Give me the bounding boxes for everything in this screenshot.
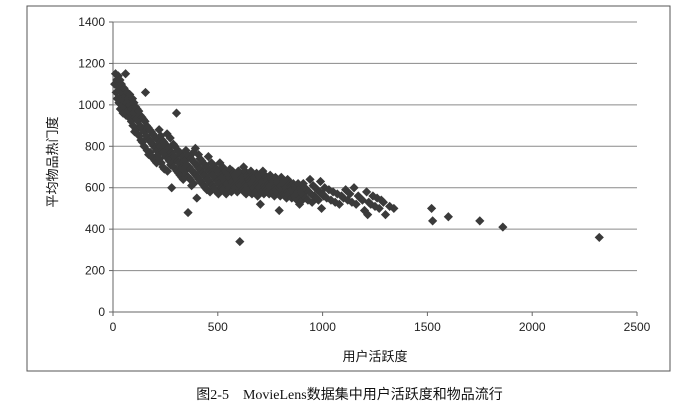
data-point-44 <box>133 116 143 127</box>
data-point-415 <box>443 212 453 222</box>
chart-border <box>26 5 671 372</box>
data-point-272 <box>253 191 263 201</box>
data-point-31 <box>126 116 137 127</box>
data-point-387 <box>334 199 344 209</box>
y-tick-label-0: 0 <box>98 305 105 319</box>
data-point-58 <box>140 87 151 98</box>
data-point-386 <box>332 189 342 199</box>
y-tick-label-6: 1200 <box>78 56 105 70</box>
data-point-413 <box>426 203 437 214</box>
y-tick-label-5: 1000 <box>78 98 105 112</box>
data-point-407 <box>374 203 384 214</box>
data-point-384 <box>328 187 338 197</box>
data-point-395 <box>351 199 361 209</box>
data-point-412 <box>389 203 399 214</box>
data-point-327 <box>281 193 292 203</box>
data-point-401 <box>363 210 373 220</box>
data-points <box>110 69 604 247</box>
data-point-19 <box>120 91 130 102</box>
x-axis-title: 用户活跃度 <box>342 349 407 365</box>
data-point-304 <box>269 191 279 201</box>
data-point-10 <box>115 104 125 114</box>
x-tick-labels: 0 500 1000 1500 2000 2500 <box>110 320 651 334</box>
data-point-418 <box>594 232 604 243</box>
data-point-2 <box>111 87 121 98</box>
y-tick-label-2: 400 <box>85 222 105 236</box>
data-point-364 <box>303 195 313 205</box>
data-point-417 <box>498 222 508 232</box>
data-point-414 <box>428 216 438 226</box>
data-point-277 <box>255 199 265 209</box>
x-tick-label-2: 1000 <box>309 320 336 334</box>
data-point-294 <box>264 189 274 199</box>
data-point-376 <box>315 176 326 187</box>
data-point-238 <box>235 236 245 247</box>
data-point-359 <box>298 178 308 189</box>
data-point-105 <box>165 133 175 143</box>
data-point-394 <box>349 183 359 193</box>
data-point-377 <box>316 203 327 214</box>
x-tick-label-5: 2500 <box>624 320 651 334</box>
y-axis-title: 平均物品热门度 <box>45 116 61 207</box>
x-tick-label-4: 2000 <box>519 320 546 334</box>
data-point-178 <box>203 152 213 162</box>
data-point-303 <box>269 178 279 189</box>
data-point-367 <box>306 189 316 199</box>
data-point-284 <box>259 189 269 199</box>
plot-area: 0 200 400 600 800 1000 1200 1400 0 500 1000 1500 20… <box>78 15 650 334</box>
data-point-385 <box>330 197 340 207</box>
data-point-393 <box>347 197 357 207</box>
y-tick-labels: 0 200 400 600 800 1000 1200 1400 <box>78 15 105 319</box>
data-point-20 <box>120 69 131 79</box>
data-point-400 <box>362 187 372 197</box>
data-point-100 <box>162 166 173 176</box>
data-point-409 <box>378 197 388 207</box>
data-point-32 <box>127 104 137 114</box>
y-tick-label-7: 1400 <box>78 15 105 29</box>
data-point-416 <box>475 216 485 226</box>
data-point-366 <box>305 174 315 185</box>
y-tick-label-1: 200 <box>85 264 105 278</box>
data-point-153 <box>190 143 200 153</box>
data-point-18 <box>119 102 130 112</box>
data-point-24 <box>123 106 133 116</box>
y-tick-label-3: 600 <box>85 181 105 195</box>
y-tick-label-4: 800 <box>85 139 105 153</box>
data-point-399 <box>359 205 370 216</box>
data-point-117 <box>171 108 182 118</box>
x-tick-label-3: 1500 <box>414 320 441 334</box>
data-point-156 <box>192 193 202 203</box>
data-point-150 <box>189 178 199 189</box>
data-point-313 <box>274 205 284 216</box>
data-point-392 <box>345 189 355 199</box>
data-point-374 <box>313 195 324 205</box>
x-tick-label-0: 0 <box>110 320 117 334</box>
gridlines <box>113 21 637 272</box>
data-point-108 <box>167 183 177 193</box>
data-point-139 <box>183 207 193 218</box>
axes <box>109 21 638 316</box>
figure-caption: 图2-5 MovieLens数据集中用户活跃度和物品流行 <box>196 388 503 403</box>
data-point-410 <box>380 210 391 220</box>
x-tick-label-1: 500 <box>208 320 228 334</box>
